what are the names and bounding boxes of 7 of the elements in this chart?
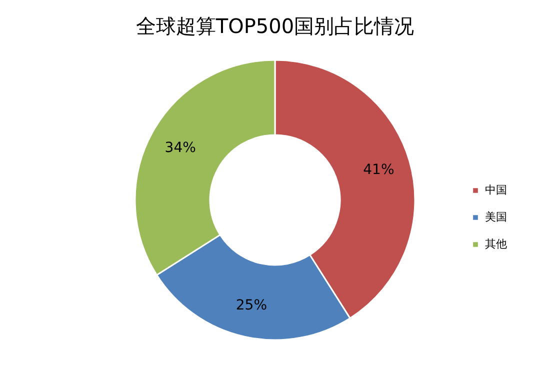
chart-title: 全球超算TOP500国别占比情况 [136,14,414,38]
data-label: 41% [363,162,394,178]
data-label: 25% [236,297,268,314]
legend-label: 其他 [485,238,507,250]
legend-label: 美国 [485,210,507,224]
legend-label: 中国 [485,184,507,196]
data-label: 34% [164,140,196,156]
